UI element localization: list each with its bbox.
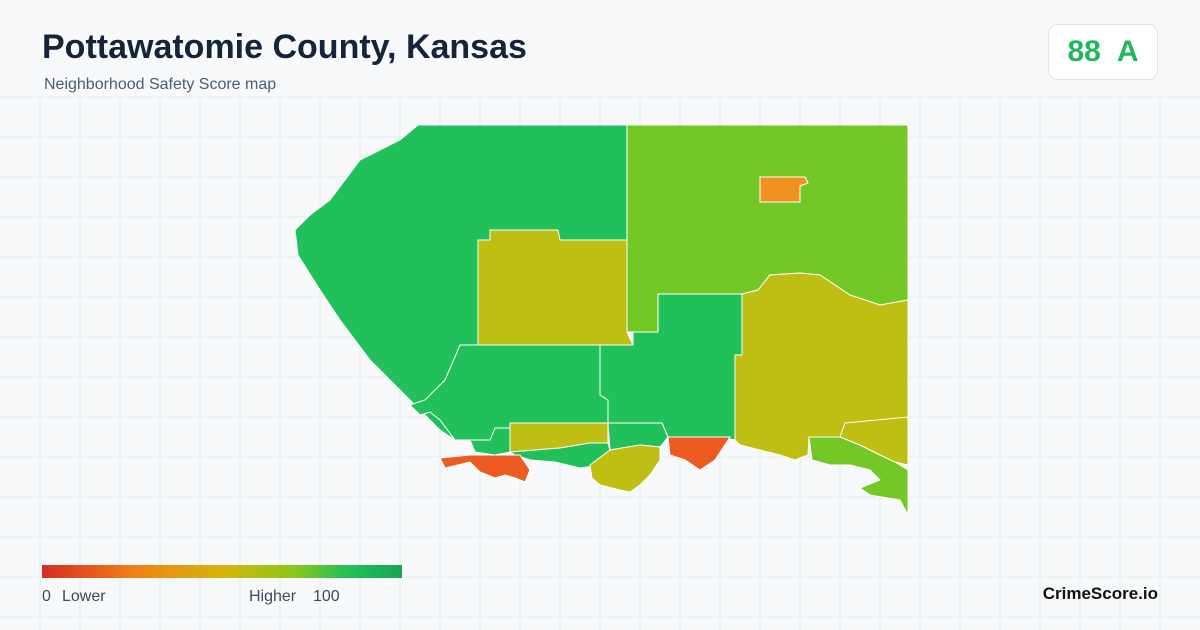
legend-high-label: Higher xyxy=(249,588,297,605)
brand: CrimeScore.io xyxy=(1042,584,1158,603)
region xyxy=(599,293,743,441)
legend-gradient xyxy=(42,565,402,578)
region xyxy=(759,176,809,203)
region xyxy=(439,454,531,483)
subtitle: Neighborhood Safety Score map xyxy=(44,76,277,93)
legend-max: 100 xyxy=(313,588,340,605)
region xyxy=(589,444,661,493)
title: Pottawatomie County, Kansas xyxy=(42,28,527,66)
region xyxy=(839,416,909,466)
region xyxy=(667,436,731,471)
score: 88 xyxy=(1067,35,1101,68)
grade: A xyxy=(1116,35,1139,68)
region xyxy=(477,229,634,346)
legend-min: 0 xyxy=(42,588,51,605)
score-badge: 88 A xyxy=(1048,24,1158,80)
legend-low-label: Lower xyxy=(62,588,106,605)
